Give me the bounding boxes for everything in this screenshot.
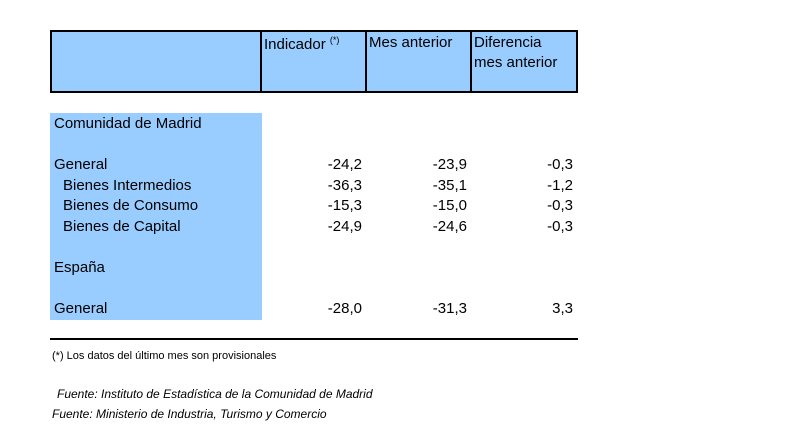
header-divider-2 <box>365 30 367 93</box>
cell-diferencia: 3,3 <box>552 300 573 317</box>
header-left-border <box>50 30 52 93</box>
cell-indicador: -24,2 <box>327 156 362 173</box>
cell-diferencia: -0,3 <box>547 156 573 173</box>
header-divider-3 <box>470 30 472 93</box>
header-divider-1 <box>260 30 262 93</box>
cell-indicador: -36,3 <box>327 177 362 194</box>
row-label: Bienes Intermedios <box>63 177 192 194</box>
source-line: Fuente: Ministerio de Industria, Turismo… <box>52 407 327 421</box>
cell-mes-anterior: -35,1 <box>432 177 467 194</box>
footnote: (*) Los datos del último mes son provisi… <box>52 350 277 362</box>
col-header-diferencia: Diferencia mes anterior <box>474 33 557 73</box>
col-header-indicador-label: Indicador <box>264 36 326 53</box>
cell-indicador: -24,9 <box>327 218 362 235</box>
section-title-espana: España <box>54 259 105 276</box>
cell-diferencia: -1,2 <box>547 177 573 194</box>
cell-mes-anterior: -15,0 <box>432 197 467 214</box>
label-column-fill <box>50 113 262 320</box>
cell-indicador: -28,0 <box>327 300 362 317</box>
row-label: General <box>54 300 108 317</box>
header-top-border <box>50 30 578 32</box>
row-label: Bienes de Capital <box>63 218 181 235</box>
source-line: Fuente: Instituto de Estadística de la C… <box>57 387 373 401</box>
row-label: Bienes de Consumo <box>63 197 199 214</box>
section-title-madrid: Comunidad de Madrid <box>54 115 202 132</box>
col-header-indicador-footnote-mark: (*) <box>329 35 340 45</box>
table-bottom-rule <box>50 338 578 340</box>
col-header-diferencia-line1: Diferencia <box>474 34 542 51</box>
cell-mes-anterior: -31,3 <box>432 300 467 317</box>
cell-mes-anterior: -23,9 <box>432 156 467 173</box>
header-bottom-border <box>50 91 578 93</box>
table-header <box>50 31 577 92</box>
col-header-mes-anterior: Mes anterior <box>369 34 453 51</box>
cell-diferencia: -0,3 <box>547 197 573 214</box>
col-header-diferencia-line2: mes anterior <box>474 54 558 71</box>
cell-mes-anterior: -24,6 <box>432 218 467 235</box>
cell-diferencia: -0,3 <box>547 218 573 235</box>
cell-indicador: -15,3 <box>327 197 362 214</box>
col-header-indicador: Indicador (*) <box>264 35 339 55</box>
header-right-border <box>576 30 578 93</box>
row-label: General <box>54 156 108 173</box>
